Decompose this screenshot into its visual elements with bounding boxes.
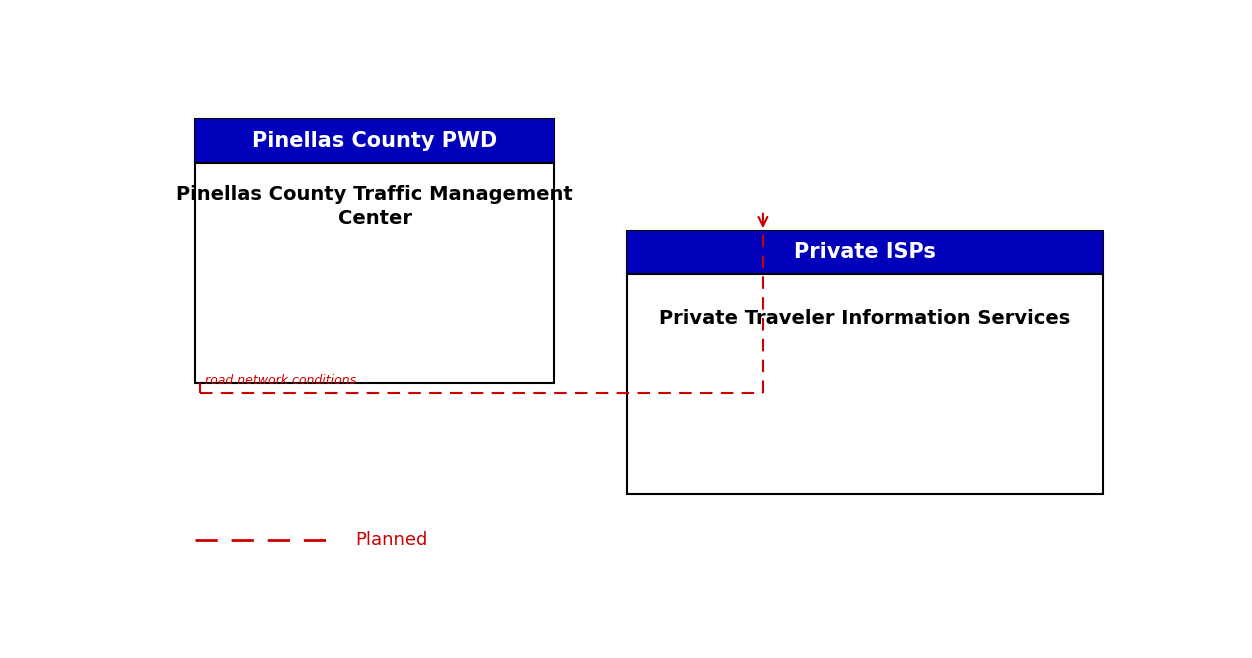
Bar: [627, 231, 1103, 494]
Text: Private ISPs: Private ISPs: [794, 243, 935, 263]
Text: Private Traveler Information Services: Private Traveler Information Services: [660, 309, 1070, 328]
Text: Pinellas County Traffic Management
Center: Pinellas County Traffic Management Cente…: [177, 186, 573, 228]
Bar: [195, 120, 555, 163]
Bar: [627, 231, 1103, 274]
Text: Pinellas County PWD: Pinellas County PWD: [252, 131, 497, 151]
Text: Planned: Planned: [356, 531, 428, 549]
Bar: [195, 120, 555, 383]
Text: road network conditions: road network conditions: [205, 374, 356, 387]
